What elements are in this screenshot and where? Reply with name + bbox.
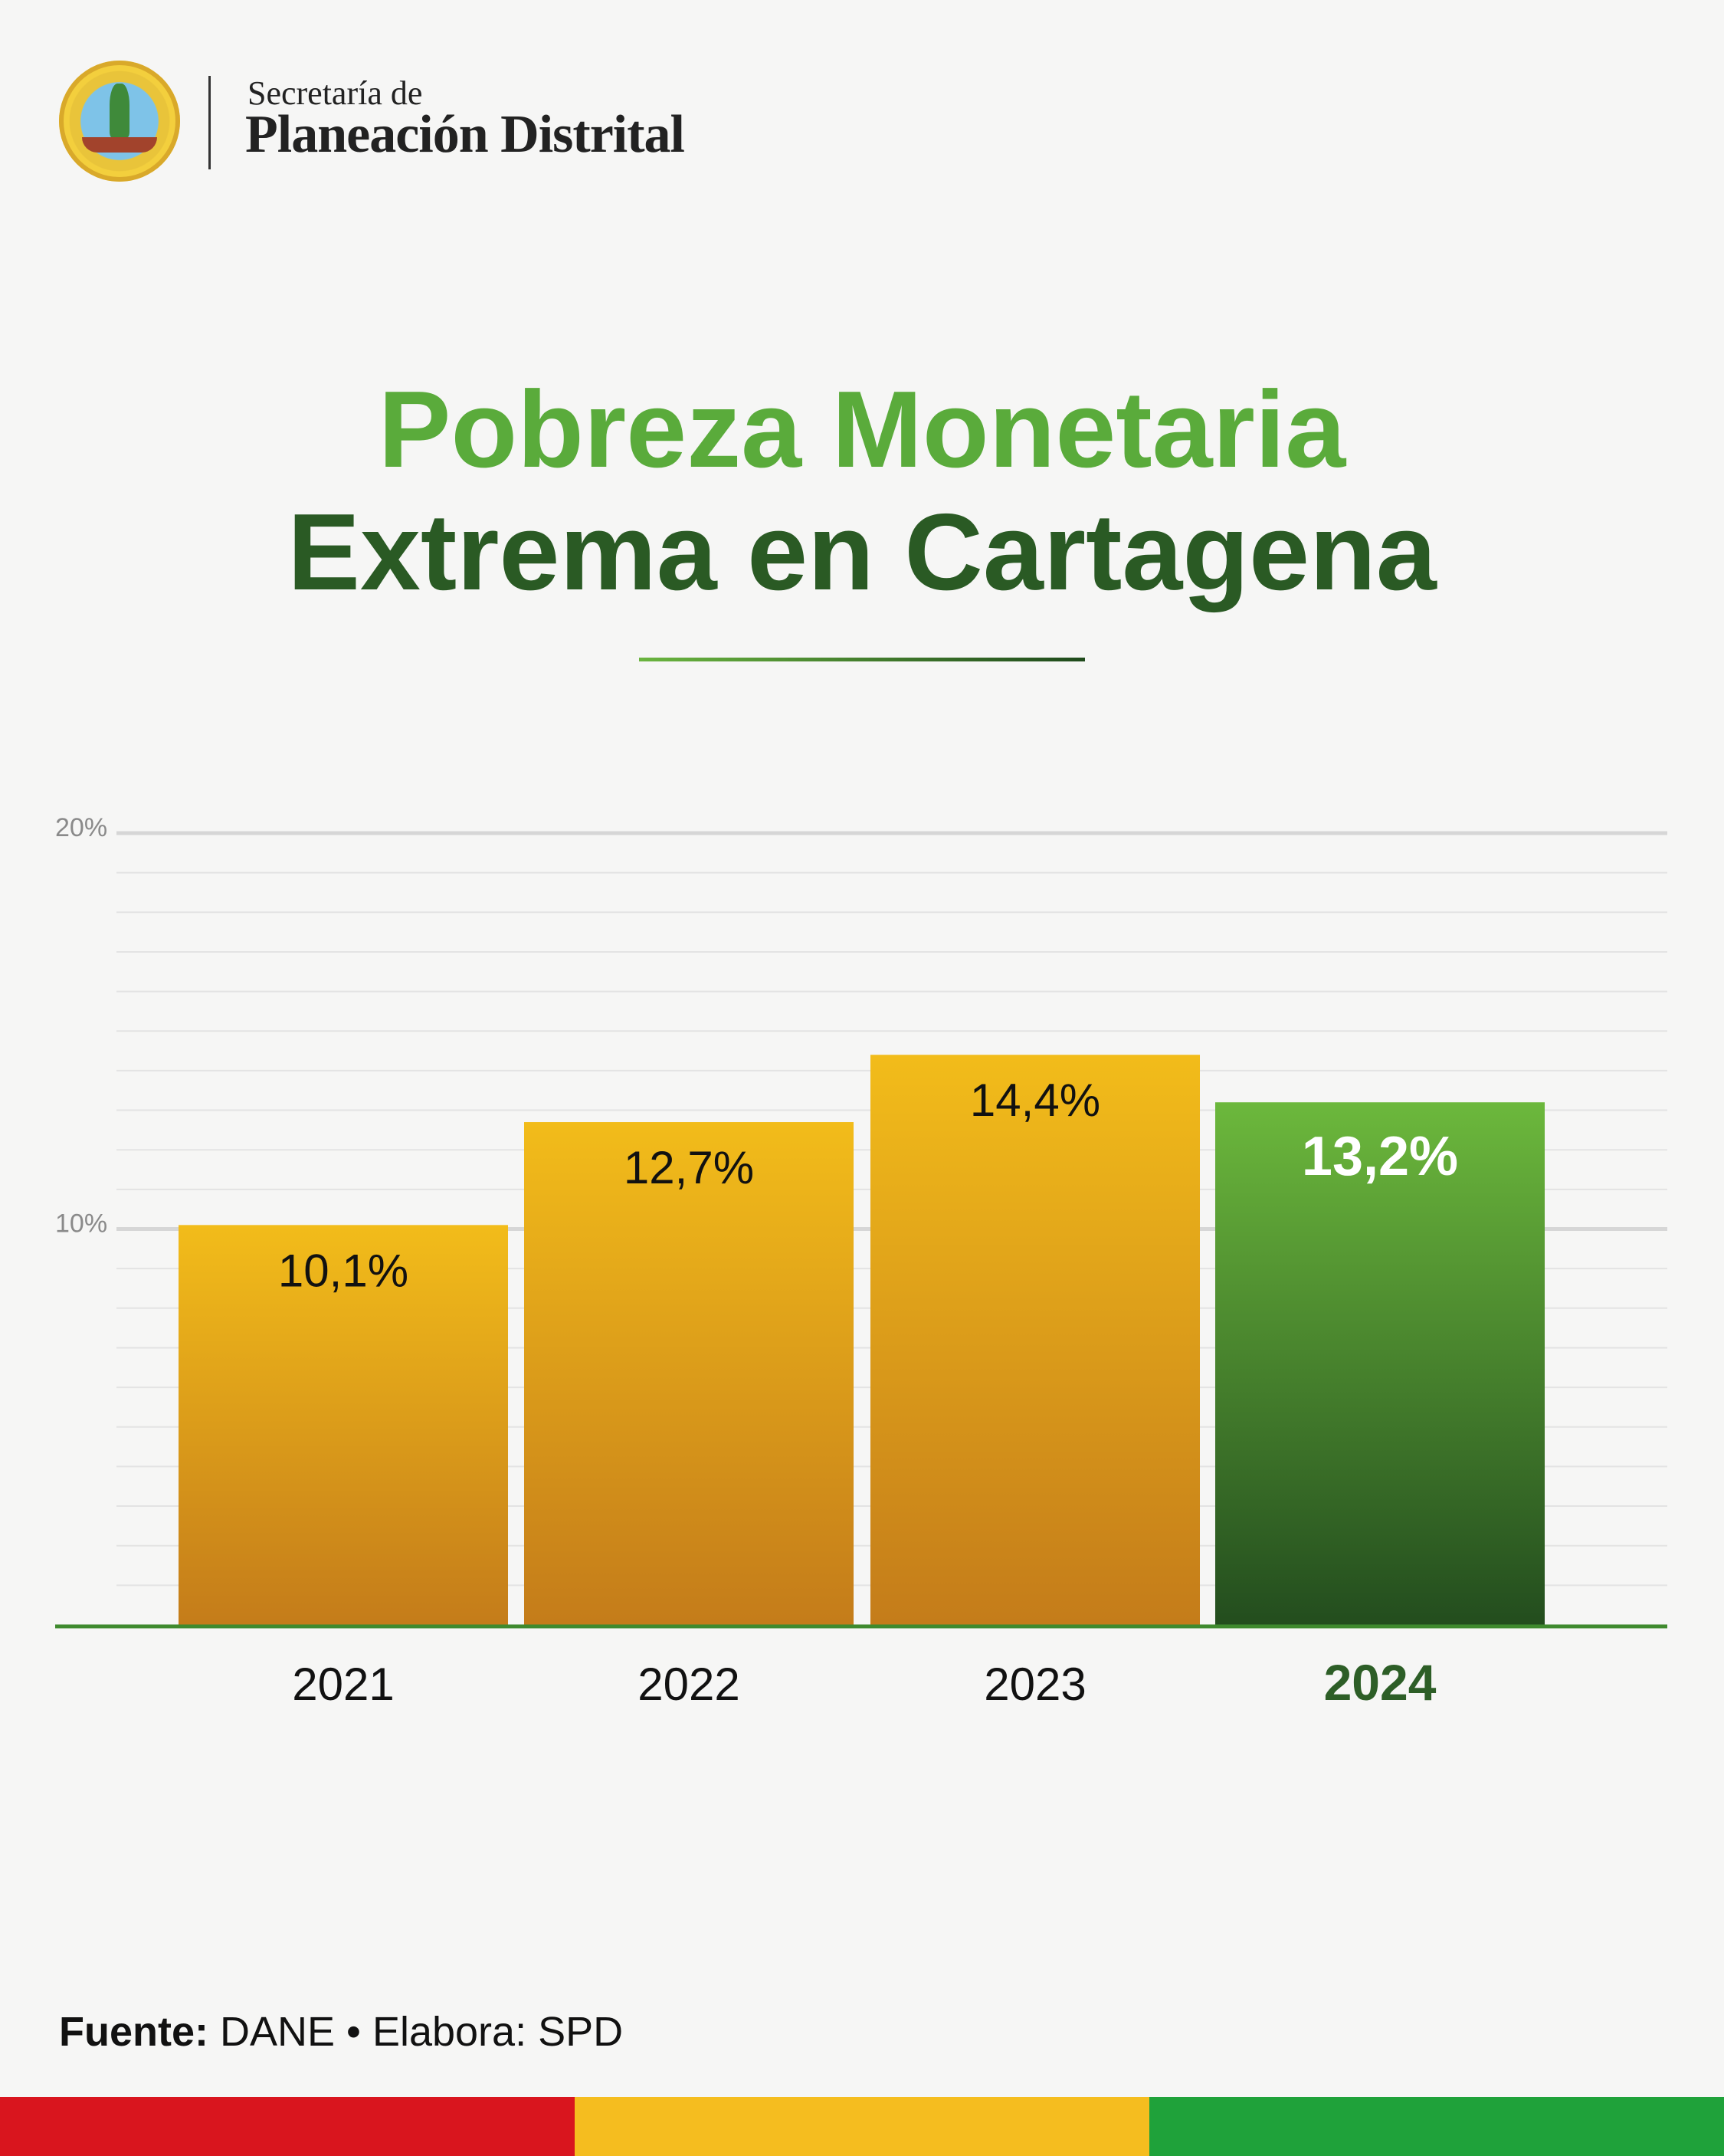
title-line1: Pobreza Monetaria bbox=[378, 369, 1346, 491]
y-tick-label: 10% bbox=[55, 1209, 107, 1239]
value-label: 14,4% bbox=[970, 1075, 1100, 1126]
source-label: Fuente: bbox=[59, 2009, 208, 2055]
x-tick-label: 2021 bbox=[292, 1659, 394, 1710]
cartagena-seal-logo bbox=[59, 61, 180, 182]
org-line1: Secretaría de bbox=[247, 74, 423, 112]
title-underline bbox=[639, 658, 1085, 661]
title-line2: Extrema en Cartagena bbox=[287, 491, 1437, 613]
org-line2: Planeación Distrital bbox=[245, 105, 685, 164]
value-label: 13,2% bbox=[1302, 1126, 1458, 1187]
bar-2023 bbox=[870, 1055, 1200, 1625]
palm-tree-icon bbox=[110, 84, 129, 137]
stripe-yellow bbox=[575, 2097, 1149, 2156]
value-label: 10,1% bbox=[278, 1245, 408, 1296]
x-tick-label: 2023 bbox=[984, 1659, 1086, 1710]
value-label: 12,7% bbox=[624, 1142, 754, 1193]
source-note: Fuente: DANE • Elabora: SPD bbox=[59, 2008, 623, 2056]
bar-2021 bbox=[179, 1225, 508, 1625]
bar-2022 bbox=[524, 1122, 854, 1625]
x-tick-label: 2022 bbox=[637, 1659, 739, 1710]
x-tick-label: 2024 bbox=[1324, 1654, 1437, 1711]
source-text: DANE • Elabora: SPD bbox=[208, 2009, 624, 2055]
bar-2024 bbox=[1215, 1102, 1545, 1625]
y-tick-label: 20% bbox=[55, 813, 107, 842]
header-divider bbox=[208, 76, 211, 169]
stripe-red bbox=[0, 2097, 575, 2156]
seal-ground bbox=[82, 137, 157, 153]
stripe-green bbox=[1149, 2097, 1724, 2156]
